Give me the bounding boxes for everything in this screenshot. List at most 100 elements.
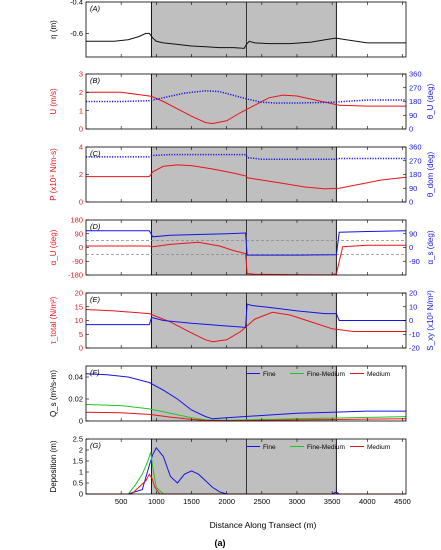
y-tick-label-right: 360 [409, 143, 422, 152]
y-tick-label-left: 4 [79, 143, 83, 152]
y-tick-label-right: 10 [409, 302, 417, 311]
y-tick-label-left: 0 [79, 125, 83, 134]
series-line-red [86, 241, 406, 276]
y-tick-label-right: 270 [409, 156, 422, 165]
y-tick-label-right: 360 [409, 70, 422, 79]
shaded-region [151, 74, 246, 129]
y-axis-label-right: α_s (deg) [426, 230, 435, 264]
y-tick-label-right: 180 [409, 97, 422, 106]
legend-entry: Fine [263, 371, 276, 378]
x-tick-label: 4000 [359, 497, 376, 506]
panel-label: (E) [90, 295, 101, 304]
series-line-red [86, 164, 407, 190]
panel-label: (C) [90, 149, 101, 158]
y-tick-label-left: 2 [79, 446, 83, 455]
y-axis-label-left: η (m) [49, 20, 58, 39]
y-tick-label-right: -20 [409, 344, 420, 353]
y-tick-label-left: 1 [79, 468, 83, 477]
y-tick-label-left: 1 [79, 106, 83, 115]
x-tick-label: 2500 [253, 497, 270, 506]
shaded-region [247, 2, 337, 57]
y-tick-label-right: 180 [409, 170, 422, 179]
panel-label: (D) [90, 222, 101, 231]
series-line-fine [85, 373, 406, 420]
shaded-region [247, 439, 337, 494]
plot-frame [85, 1, 407, 58]
y-tick-label-left: 1.5 [73, 457, 83, 466]
y-tick-label-right: -10 [409, 330, 420, 339]
y-tick-label-left: 15 [75, 302, 83, 311]
y-tick-label-left: 0.02 [68, 395, 83, 404]
y-tick-label-right: 20 [409, 289, 417, 298]
shaded-region [151, 439, 246, 494]
y-axis-label-left: Deposition (m) [49, 440, 58, 492]
y-axis-label-left: Q_s (m³/s-m) [49, 370, 58, 417]
series-line-blue [86, 230, 407, 256]
y-tick-label-left: 2 [79, 170, 83, 179]
y-tick-label-right: 0 [409, 243, 413, 252]
plot-frame [85, 438, 407, 495]
y-tick-label-right: -90 [409, 257, 420, 266]
y-tick-label-left: -0.6 [70, 29, 83, 38]
y-tick-label-left: 0 [79, 417, 83, 426]
series-line-fine-medium [86, 452, 406, 495]
x-tick-label: 4500 [394, 497, 411, 506]
x-tick-label: 1500 [183, 497, 200, 506]
y-tick-label-left: 10 [75, 316, 83, 325]
legend-entry: Fine [263, 444, 276, 451]
panel-label: (G) [90, 441, 101, 450]
y-axis-label-left: U (m/s) [49, 88, 58, 115]
panel-1 [85, 1, 407, 58]
panel-3 [85, 146, 407, 203]
y-tick-label-left: 90 [75, 229, 83, 238]
y-tick-label-right: 90 [409, 111, 417, 120]
panel-5 [85, 292, 407, 349]
y-axis-label-left: α_U (deg) [49, 229, 58, 265]
y-tick-label-left: -0.4 [70, 0, 83, 7]
y-tick-label-left: 2 [79, 88, 83, 97]
legend-entry: Fine-Medium [307, 371, 345, 378]
y-tick-label-left: 0.04 [68, 373, 83, 382]
series-line-fine-medium [85, 404, 407, 421]
shaded-region [151, 147, 246, 202]
y-tick-label-right: 0 [409, 198, 413, 207]
y-axis-label-right: S_xy (x10³ N/m²) [426, 290, 435, 351]
y-tick-label-right: 90 [409, 229, 417, 238]
y-axis-label-right: θ_dom (deg) [426, 151, 435, 197]
series-line-blue [86, 90, 406, 104]
panel-4 [85, 219, 407, 276]
panel-7 [85, 438, 407, 495]
y-tick-label-left: -180 [68, 271, 83, 280]
y-tick-label-left: 2.5 [73, 435, 83, 444]
x-tick-label: 1000 [148, 497, 165, 506]
series-line-red [86, 91, 406, 125]
x-tick-label: 3500 [324, 497, 341, 506]
shaded-region [151, 220, 246, 275]
shaded-region [247, 293, 337, 348]
panel-label: (A) [90, 4, 101, 13]
y-tick-label-left: 0 [79, 243, 83, 252]
shaded-region [247, 220, 337, 275]
y-tick-label-left: 0.5 [73, 479, 83, 488]
x-tick-label: 500 [115, 497, 128, 506]
series-line-red [85, 309, 406, 343]
x-tick-label: 3000 [289, 497, 306, 506]
panel-6 [85, 365, 407, 422]
y-tick-label-right: 90 [409, 184, 417, 193]
y-axis-label-right: θ_U (deg) [426, 83, 435, 119]
panel-label: (B) [90, 76, 101, 85]
series-line-black [86, 32, 406, 49]
panel-label: (F) [90, 368, 100, 377]
y-axis-label-left: P (x10⁵ N/m-s) [49, 148, 58, 201]
y-tick-label-left: 0 [79, 344, 83, 353]
y-axis-label-left: τ_total (N/m²) [49, 296, 58, 344]
y-tick-label-left: 180 [70, 216, 83, 225]
y-tick-label-left: 20 [75, 289, 83, 298]
shaded-region [151, 366, 246, 421]
y-tick-label-left: 5 [79, 330, 83, 339]
shaded-region [151, 2, 246, 57]
series-line-blue [86, 153, 406, 160]
legend-entry: Fine-Medium [307, 444, 345, 451]
y-tick-label-left: 0 [79, 490, 83, 499]
